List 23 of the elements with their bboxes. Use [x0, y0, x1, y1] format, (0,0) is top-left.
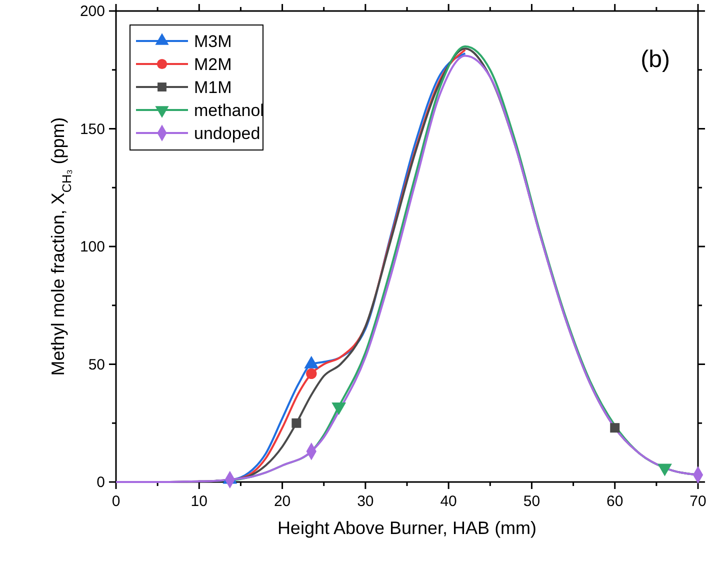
x-tick-label: 0	[112, 493, 120, 510]
x-axis-title: Height Above Burner, HAB (mm)	[277, 518, 537, 538]
x-tick-label: 20	[274, 493, 291, 510]
legend-label: M3M	[194, 32, 232, 51]
y-tick-label: 150	[80, 120, 105, 138]
legend-label: M2M	[194, 55, 232, 74]
y-tick-label: 100	[80, 238, 105, 256]
x-tick-label: 10	[190, 493, 208, 510]
legend-label: methanol	[194, 101, 264, 120]
point	[306, 368, 317, 380]
y-tick-label: 0	[96, 474, 105, 491]
y-tick-label: 50	[88, 356, 105, 374]
annotation: (b)	[640, 46, 670, 73]
x-tick-label: 60	[606, 493, 624, 510]
legend-label: M1M	[194, 78, 232, 97]
x-tick-label: 40	[440, 493, 457, 510]
y-tick-label: 200	[80, 3, 105, 20]
point	[610, 423, 620, 433]
legend-label: undoped	[194, 124, 260, 143]
x-tick-label: 30	[357, 493, 374, 510]
point	[292, 418, 302, 428]
x-tick-label: 70	[690, 493, 706, 510]
x-tick-label: 50	[523, 493, 540, 510]
